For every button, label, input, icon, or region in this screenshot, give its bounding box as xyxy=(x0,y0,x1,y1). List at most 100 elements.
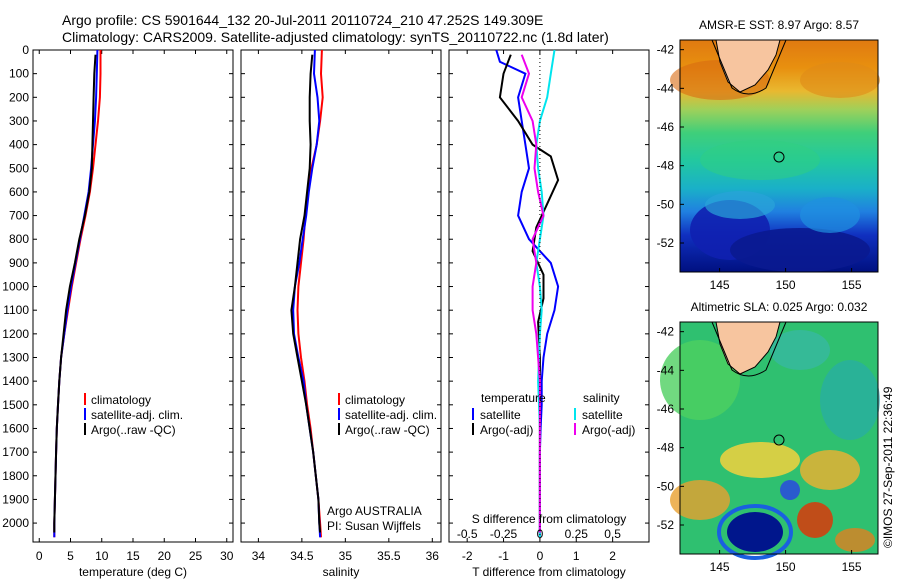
map-title: Altimetric SLA: 0.025 Argo: 0.032 xyxy=(691,300,868,314)
legend-label: Argo(-adj) xyxy=(582,423,635,437)
map-y-tick-label: -48 xyxy=(657,159,675,173)
y-tick-label: 500 xyxy=(9,161,29,175)
x-tick-label: 0 xyxy=(537,549,544,563)
map-x-tick-label: 150 xyxy=(776,560,796,574)
x-tick-label: 0 xyxy=(36,549,43,563)
map-x-tick-label: 145 xyxy=(710,560,730,574)
x-axis-label: T difference from climatology xyxy=(472,565,626,579)
x-tick-label: -2 xyxy=(462,549,473,563)
x-tick-label: 10 xyxy=(95,549,109,563)
salinity-plot: 34 34.5 35 35.5 36 salinity climatologysatelli… xyxy=(241,49,441,579)
x-tick-label: 34 xyxy=(252,549,266,563)
temperature-axes xyxy=(32,49,234,543)
legend-label: satellite-adj. clim. xyxy=(345,408,437,422)
legend-label: climatology xyxy=(91,393,151,407)
map-y-tick-label: -44 xyxy=(657,363,675,377)
y-tick-label: 1300 xyxy=(2,351,29,365)
series-line-3 xyxy=(520,54,545,533)
y-tick-label: 1200 xyxy=(2,327,29,341)
climatology-title: Climatology: CARS2009. Satellite-adjuste… xyxy=(62,29,609,45)
map-x-tick-label: 145 xyxy=(710,278,730,292)
map-x-tick-label: 150 xyxy=(776,278,796,292)
y-tick-label: 700 xyxy=(9,209,29,223)
sst-map xyxy=(670,39,880,273)
map-y-tick-label: -50 xyxy=(657,197,675,211)
x-tick-label: 34.5 xyxy=(290,549,314,563)
watermark: ©IMOS 27-Sep-2011 22:36:49 xyxy=(881,386,895,548)
series-line-2 xyxy=(290,54,322,533)
x-tick-label: 1 xyxy=(573,549,580,563)
series-line-2 xyxy=(535,49,556,538)
y-tick-label: 800 xyxy=(9,232,29,246)
legend-label: Argo(..raw -QC) xyxy=(91,423,176,437)
y-tick-label: 0 xyxy=(22,43,29,57)
x-tick-label: 25 xyxy=(189,549,203,563)
map-y-tick-label: -42 xyxy=(657,43,675,57)
s-tick-label: 0.5 xyxy=(604,527,621,541)
sla-map xyxy=(660,321,880,560)
s-tick-label: -0.25 xyxy=(490,527,518,541)
map-annotations: AMSR-E SST: 8.97 Argo: 8.57 -42 -44 -46 -48 -… xyxy=(657,18,868,574)
y-tick-label: 1000 xyxy=(2,280,29,294)
map-y-tick-label: -52 xyxy=(657,236,675,250)
y-tick-label: 2000 xyxy=(2,516,29,530)
legend-label: satellite-adj. clim. xyxy=(91,408,183,422)
y-tick-label: 900 xyxy=(9,256,29,270)
legend-title: salinity xyxy=(583,391,620,405)
map-y-tick-label: -46 xyxy=(657,120,675,134)
credit-annotation: PI: Susan Wijffels xyxy=(327,519,421,533)
x-tick-label: 36 xyxy=(426,549,440,563)
difference-plot: -2 -1 0 1 2 T difference from climatology -0.5… xyxy=(449,49,649,579)
float-marker xyxy=(773,151,785,163)
x-axis-label: salinity xyxy=(323,565,360,579)
map-y-tick-label: -44 xyxy=(657,81,675,95)
y-tick-label: 1400 xyxy=(2,374,29,388)
y-tick-label: 1900 xyxy=(2,492,29,506)
x-tick-label: -1 xyxy=(498,549,509,563)
profile-title: Argo profile: CS 5901644_132 20-Jul-2011… xyxy=(62,12,544,28)
legend-label: Argo(..raw -QC) xyxy=(345,423,430,437)
x-tick-label: 15 xyxy=(126,549,140,563)
salinity-axes xyxy=(240,49,442,543)
map-y-tick-label: -50 xyxy=(657,479,675,493)
difference-axes xyxy=(448,49,650,543)
y-tick-label: 1600 xyxy=(2,421,29,435)
legend-label: satellite xyxy=(582,408,623,422)
y-tick-label: 1100 xyxy=(3,303,29,317)
map-y-tick-label: -52 xyxy=(657,518,675,532)
y-tick-label: 1800 xyxy=(2,469,29,483)
y-tick-label: 200 xyxy=(9,90,29,104)
x-tick-label: 5 xyxy=(67,549,74,563)
s-tick-label: 0.25 xyxy=(565,527,589,541)
y-tick-label: 400 xyxy=(9,138,29,152)
s-tick-label: -0.5 xyxy=(457,527,478,541)
x-axis-label: temperature (deg C) xyxy=(79,565,187,579)
y-tick-label: 1500 xyxy=(2,398,29,412)
y-tick-label: 600 xyxy=(9,185,29,199)
x-tick-label: 2 xyxy=(609,549,616,563)
map-y-tick-label: -42 xyxy=(657,325,675,339)
legend-label: Argo(-adj) xyxy=(480,423,533,437)
legend-title: temperature xyxy=(481,391,546,405)
x-tick-label: 35 xyxy=(339,549,353,563)
legend-label: climatology xyxy=(345,393,405,407)
map-y-tick-label: -46 xyxy=(657,402,675,416)
tasmania-landmass xyxy=(715,39,781,93)
float-marker xyxy=(773,434,785,446)
map-y-tick-label: -48 xyxy=(657,441,675,455)
legend-label: satellite xyxy=(480,408,521,422)
s-tick-label: 0 xyxy=(537,527,544,541)
series-line-2 xyxy=(53,54,97,533)
y-tick-label: 300 xyxy=(9,114,29,128)
credit-annotation: Argo AUSTRALIA xyxy=(327,504,422,518)
map-x-tick-label: 155 xyxy=(842,278,862,292)
s-axis-label: S difference from climatology xyxy=(472,512,627,526)
map-title: AMSR-E SST: 8.97 Argo: 8.57 xyxy=(699,18,859,32)
x-tick-label: 35.5 xyxy=(377,549,401,563)
y-tick-label: 1700 xyxy=(2,445,29,459)
y-tick-label: 100 xyxy=(9,67,29,81)
temperature-plot: 0100200300400500600700800900100011001200… xyxy=(2,43,233,579)
x-tick-label: 30 xyxy=(220,549,234,563)
map-x-tick-label: 155 xyxy=(842,560,862,574)
